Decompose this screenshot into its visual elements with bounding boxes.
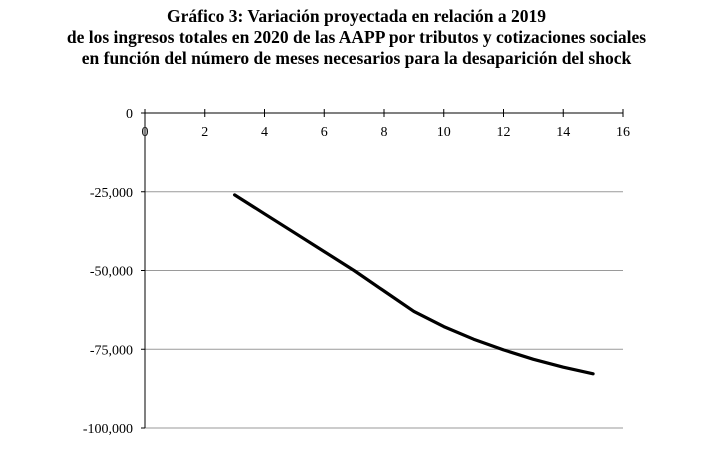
y-tick-label-3: -75,000 bbox=[90, 343, 133, 358]
x-tick-label-7: 14 bbox=[556, 125, 570, 140]
x-tick-label-8: 16 bbox=[616, 125, 630, 140]
y-tick-label-2: -50,000 bbox=[90, 265, 133, 280]
x-tick-label-6: 12 bbox=[497, 125, 511, 140]
x-tick-label-0: 0 bbox=[142, 125, 149, 140]
x-tick-label-3: 6 bbox=[321, 125, 328, 140]
series-line-0 bbox=[233, 193, 595, 376]
x-tick-label-2: 4 bbox=[261, 125, 268, 140]
chart-title-line-2: de los ingresos totales en 2020 de las A… bbox=[66, 27, 647, 47]
chart-title-line-3: en función del número de meses necesario… bbox=[81, 48, 632, 68]
y-tick-label-0: 0 bbox=[126, 107, 133, 122]
x-tick-label-1: 2 bbox=[201, 125, 208, 140]
chart-title-line-1: Gráfico 3: Variación proyectada en relac… bbox=[167, 6, 546, 26]
y-tick-label-4: -100,000 bbox=[83, 422, 133, 437]
x-tick-label-5: 10 bbox=[437, 125, 451, 140]
y-tick-label-1: -25,000 bbox=[90, 186, 133, 201]
x-tick-label-4: 8 bbox=[381, 125, 388, 140]
grid-lines bbox=[145, 191, 623, 429]
chart-title: Gráfico 3: Variación proyectada en relac… bbox=[0, 6, 713, 69]
x-axis-ticks: 0 2 4 6 8 10 12 14 16 bbox=[142, 109, 630, 140]
series-group bbox=[233, 193, 595, 376]
y-axis-ticks: 0 -25,000 -50,000 -75,000 -100,000 bbox=[83, 107, 145, 437]
